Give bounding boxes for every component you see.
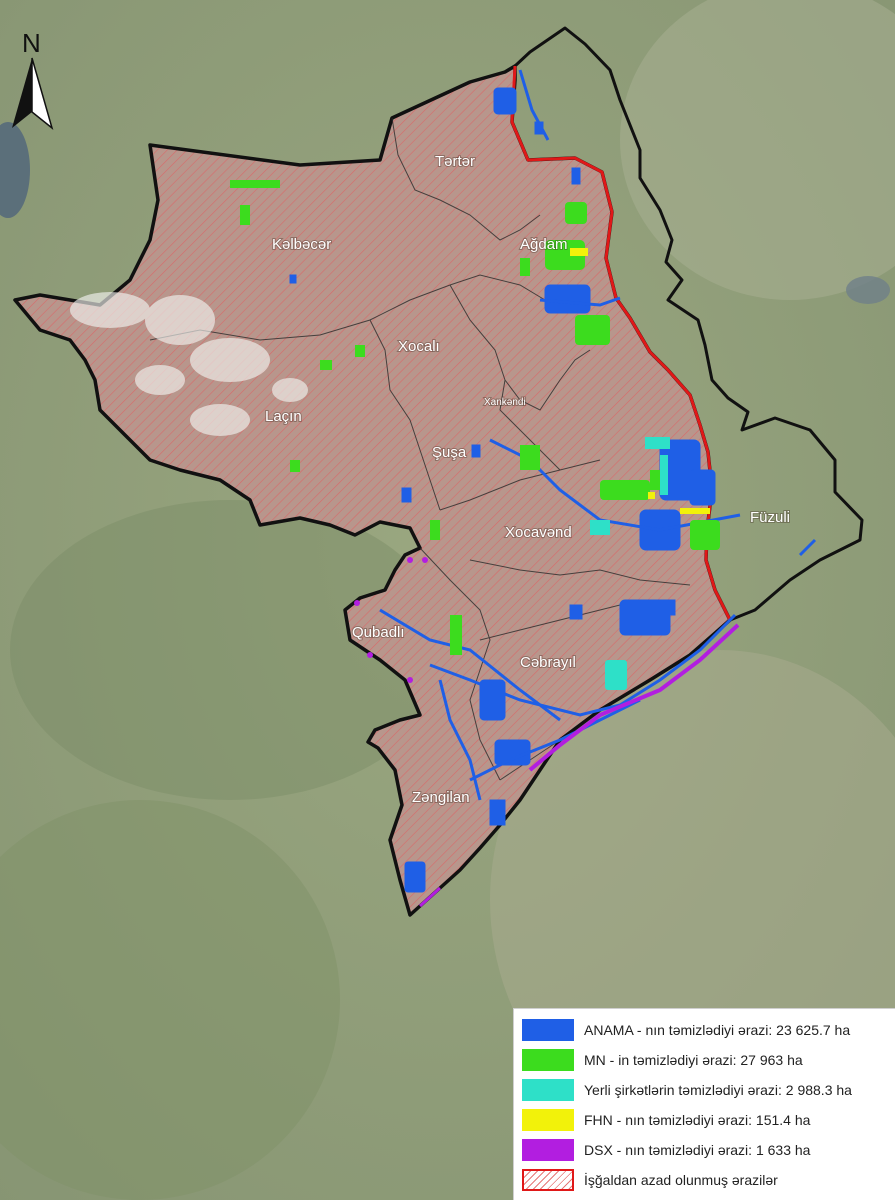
- north-arrow-icon: [12, 58, 32, 128]
- dsx-points: [354, 557, 428, 683]
- north-label: N: [22, 28, 41, 58]
- label-gubadli: Qubadlı: [352, 624, 405, 641]
- legend-item-anama: ANAMA - nın təmizlədiyi ərazi: 23 625.7 …: [522, 1015, 895, 1045]
- map-legend: ANAMA - nın təmizlədiyi ərazi: 23 625.7 …: [513, 1008, 895, 1200]
- legend-item-local: Yerli şirkətlərin təmizlədiyi ərazi: 2 9…: [522, 1075, 895, 1105]
- legend-item-liberated: İşğaldan azad olunmuş ərazilər: [522, 1165, 895, 1195]
- label-aghdam: Ağdam: [520, 236, 568, 253]
- legend-label: FHN - nın təmizlədiyi ərazi: 151.4 ha: [584, 1112, 811, 1128]
- mn-cleared-areas: [230, 180, 720, 655]
- label-shusha: Şuşa: [432, 444, 467, 461]
- label-khankendi: Xankəndi: [484, 397, 526, 408]
- district-boundaries: [149, 117, 691, 781]
- snow-patches: [70, 292, 308, 436]
- label-khojaly: Xocalı: [398, 338, 440, 355]
- legend-swatch-mn: [522, 1049, 574, 1071]
- legend-label: Yerli şirkətlərin təmizlədiyi ərazi: 2 9…: [584, 1082, 852, 1098]
- legend-swatch-dsx: [522, 1139, 574, 1161]
- fhn-cleared-areas: [570, 248, 710, 514]
- label-kalbajar: Kəlbəcər: [272, 236, 331, 253]
- legend-label: DSX - nın təmizlədiyi ərazi: 1 633 ha: [584, 1142, 811, 1158]
- terrain-patch: [10, 500, 450, 800]
- label-fuzuli: Füzuli: [750, 509, 790, 526]
- legend-label: ANAMA - nın təmizlədiyi ərazi: 23 625.7 …: [584, 1022, 851, 1038]
- legend-item-mn: MN - in təmizlədiyi ərazi: 27 963 ha: [522, 1045, 895, 1075]
- legend-swatch-anama: [522, 1019, 574, 1041]
- dsx-cleared-strip: [418, 886, 442, 908]
- legend-swatch-liberated: [522, 1169, 574, 1191]
- legend-swatch-local: [522, 1079, 574, 1101]
- label-jabrayil: Cəbrayıl: [520, 654, 576, 671]
- label-khojavend: Xocavənd: [505, 524, 572, 541]
- legend-label: İşğaldan azad olunmuş ərazilər: [584, 1172, 778, 1188]
- label-lachin: Laçın: [265, 408, 302, 425]
- outer-boundary-line: [513, 26, 864, 622]
- label-zangilan: Zəngilan: [412, 789, 470, 806]
- lake: [0, 122, 30, 218]
- region-labels: Tərtər Kəlbəcər Ağdam Xocalı Xankəndi La…: [264, 152, 791, 807]
- terrain-patch: [620, 0, 895, 300]
- terrain-patch: [0, 800, 340, 1200]
- lake: [846, 276, 890, 304]
- legend-swatch-fhn: [522, 1109, 574, 1131]
- legend-label: MN - in təmizlədiyi ərazi: 27 963 ha: [584, 1052, 803, 1068]
- local-company-cleared-areas: [590, 437, 670, 690]
- legend-item-dsx: DSX - nın təmizlədiyi ərazi: 1 633 ha: [522, 1135, 895, 1165]
- legend-item-fhn: FHN - nın təmizlədiyi ərazi: 151.4 ha: [522, 1105, 895, 1135]
- north-arrow: N: [12, 28, 54, 131]
- dsx-cleared-strip: [528, 623, 740, 772]
- label-tartar: Tərtər: [435, 153, 475, 170]
